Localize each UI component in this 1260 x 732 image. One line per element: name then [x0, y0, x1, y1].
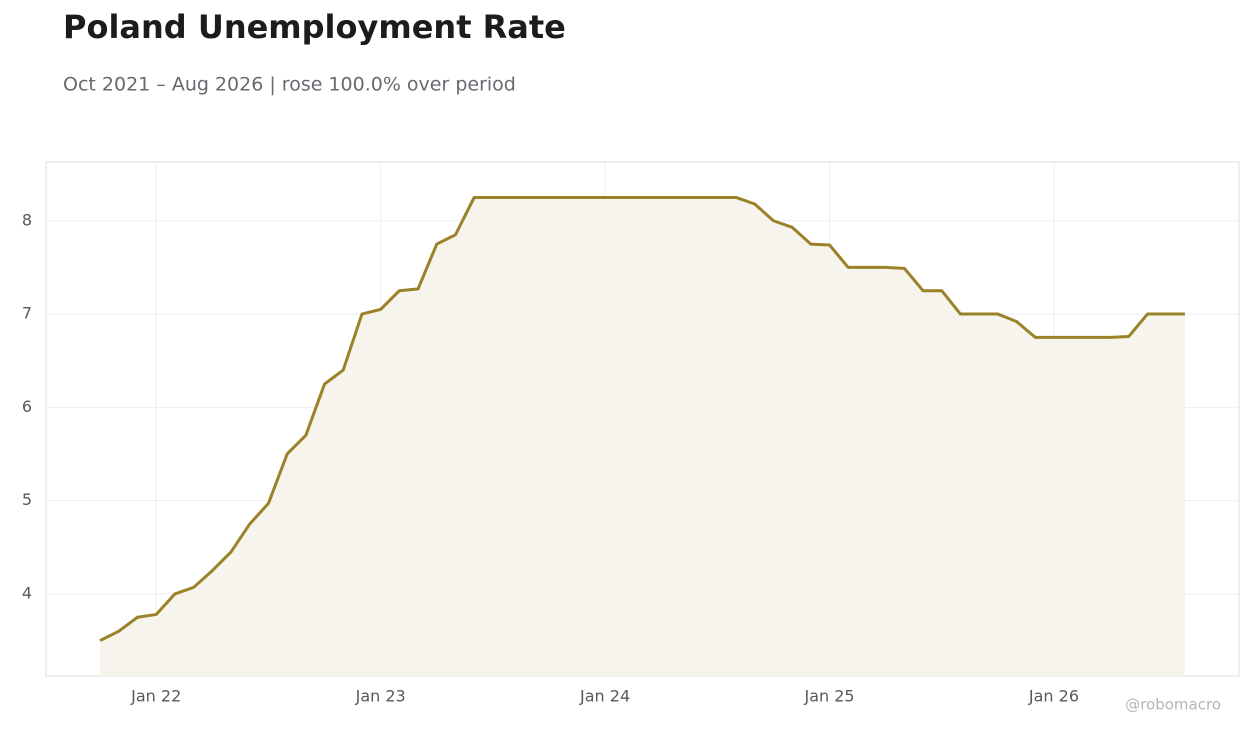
y-tick-label: 8 [22, 210, 32, 229]
chart-subtitle: Oct 2021 – Aug 2026 | rose 100.0% over p… [63, 74, 516, 96]
x-tick-label: Jan 24 [579, 687, 630, 706]
area [100, 197, 1185, 676]
y-tick-label: 5 [22, 490, 32, 509]
source-credit: @robomacro [1125, 696, 1221, 714]
chart-title: Poland Unemployment Rate [63, 8, 566, 46]
x-tick-label: Jan 22 [130, 687, 181, 706]
y-tick-label: 4 [22, 583, 32, 602]
x-tick-label: Jan 26 [1028, 687, 1079, 706]
x-tick-label: Jan 25 [803, 687, 854, 706]
y-tick-label: 6 [22, 397, 32, 416]
line [99, 195, 1185, 642]
y-tick-label: 7 [22, 304, 32, 323]
x-tick-label: Jan 23 [355, 687, 406, 706]
